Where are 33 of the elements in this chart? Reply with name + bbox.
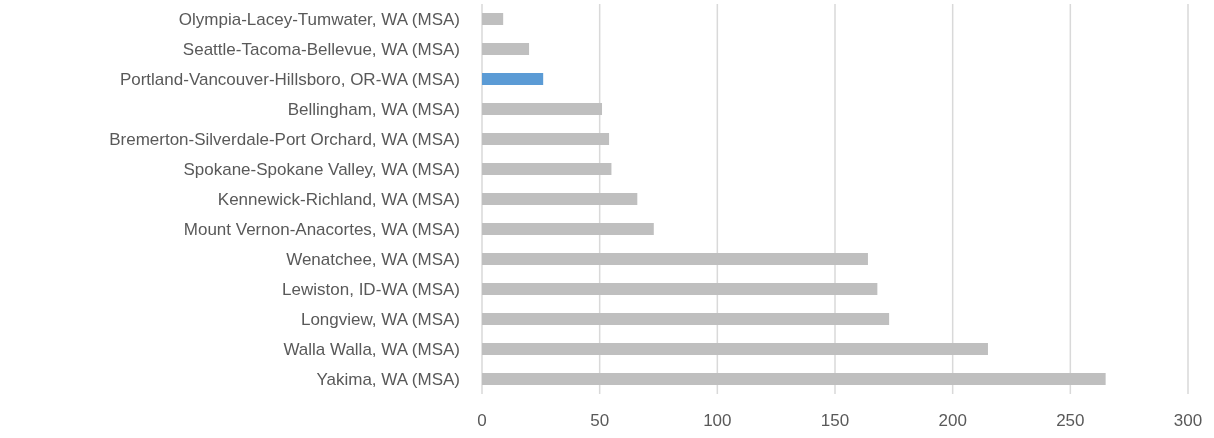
bar	[482, 133, 610, 145]
y-tick-label: Lewiston, ID-WA (MSA)	[282, 280, 460, 300]
bar	[482, 73, 544, 85]
y-tick-label: Spokane-Spokane Valley, WA (MSA)	[183, 160, 460, 180]
x-tick-label: 250	[1056, 411, 1085, 431]
bar	[482, 163, 612, 175]
bar	[482, 43, 530, 55]
bar	[482, 283, 878, 295]
x-tick-label: 150	[820, 411, 850, 431]
x-tick-label: 100	[703, 411, 732, 431]
y-tick-label: Yakima, WA (MSA)	[316, 370, 460, 390]
y-tick-label: Bellingham, WA (MSA)	[287, 100, 460, 120]
y-tick-label: Bremerton-Silverdale-Port Orchard, WA (MSA)	[109, 130, 460, 150]
bar	[482, 343, 988, 355]
bar	[482, 373, 1106, 385]
bar	[482, 223, 654, 235]
bar	[482, 193, 638, 205]
x-tick-label: 300	[1173, 411, 1203, 431]
bar	[482, 13, 504, 25]
x-tick-label: 50	[590, 411, 610, 431]
y-tick-label: Portland-Vancouver-Hillsboro, OR-WA (MSA)	[119, 70, 460, 90]
y-tick-label: Olympia-Lacey-Tumwater, WA (MSA)	[178, 10, 460, 30]
y-tick-label: Seattle-Tacoma-Bellevue, WA (MSA)	[182, 40, 460, 60]
bar	[482, 313, 890, 325]
bar	[482, 253, 868, 265]
bar	[482, 103, 603, 115]
y-tick-label: Mount Vernon-Anacortes, WA (MSA)	[183, 220, 460, 240]
x-tick-label: 0	[477, 411, 487, 431]
x-tick-label: 200	[938, 411, 967, 431]
y-tick-label: Walla Walla, WA (MSA)	[283, 340, 460, 360]
y-tick-label: Kennewick-Richland, WA (MSA)	[217, 190, 460, 210]
y-tick-label: Longview, WA (MSA)	[300, 310, 460, 330]
y-tick-label: Wenatchee, WA (MSA)	[286, 250, 460, 270]
